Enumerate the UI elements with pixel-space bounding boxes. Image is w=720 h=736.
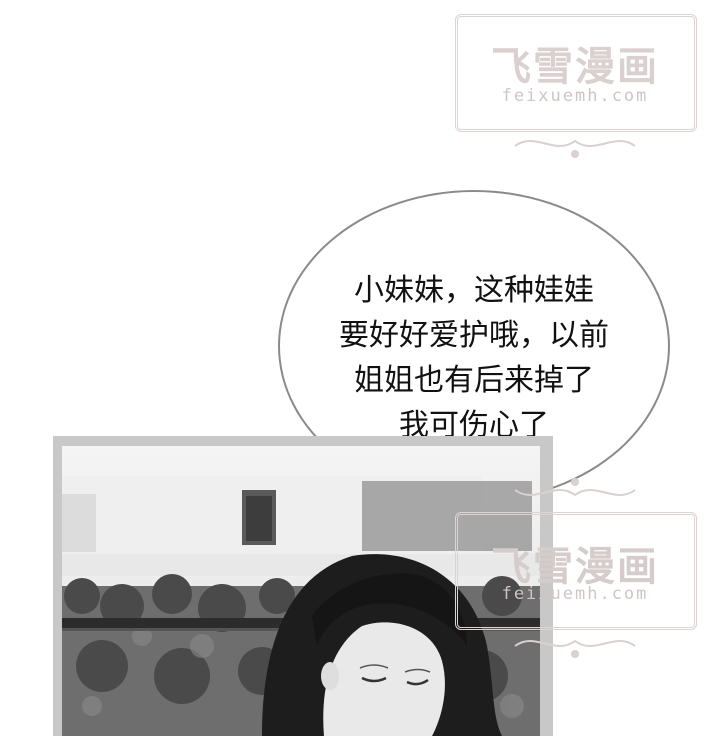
watermark-top: 飞雪漫画 feixuemh.com <box>455 8 697 158</box>
watermark-ornament-bottom <box>514 639 636 658</box>
watermark-frame <box>455 512 697 630</box>
comic-panel-photo <box>62 446 540 736</box>
watermark-title: 飞雪漫画 <box>491 44 659 90</box>
watermark-url: feixuemh.com <box>501 86 649 106</box>
speech-bubble-text: 小妹妹，这种娃娃 要好好爱护哦，以前 姐姐也有后来掉了 我可伤心了 <box>280 268 668 448</box>
watermark-ornament-top <box>514 478 636 497</box>
watermark-url: feixuemh.com <box>501 584 649 604</box>
photo-illustration <box>62 446 540 736</box>
watermark-middle: 飞雪漫画 feixuemh.com <box>455 470 697 670</box>
watermark-title: 飞雪漫画 <box>491 544 659 590</box>
watermark-ornament <box>514 139 636 158</box>
watermark-frame <box>455 14 697 132</box>
speech-line-1: 小妹妹，这种娃娃 <box>354 273 594 308</box>
speech-line-2: 要好好爱护哦，以前 <box>339 318 609 353</box>
speech-line-3: 姐姐也有后来掉了 <box>354 363 594 398</box>
